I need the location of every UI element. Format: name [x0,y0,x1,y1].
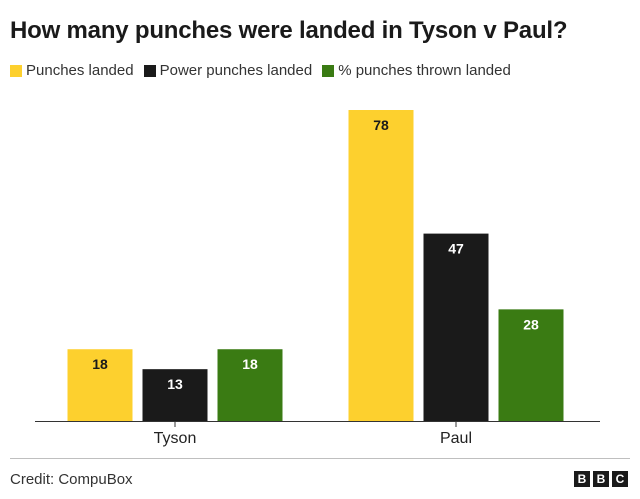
legend: Punches landed Power punches landed % pu… [10,62,521,79]
data-label-tyson-series-1: 18 [92,356,108,372]
bbc-logo: B B C [571,471,628,487]
data-label-paul-series-1: 78 [373,117,389,133]
data-label-paul-series-3: 28 [523,316,539,332]
legend-label-punches-landed: Punches landed [26,62,134,79]
legend-swatch-power-punches-landed [143,64,156,77]
bar-paul-series-2 [423,233,489,421]
legend-label-power-punches-landed: Power punches landed [159,62,313,79]
bbc-logo-block-3: C [612,471,628,487]
legend-item-percent-thrown-landed: % punches thrown landed [322,62,511,79]
bar-tyson-series-3 [217,349,283,421]
chart-title: How many punches were landed in Tyson v … [10,17,568,44]
legend-item-power-punches-landed: Power punches landed [143,62,313,79]
x-tick-label-paul: Paul [440,430,472,447]
bar-tyson-series-2 [142,369,208,421]
bbc-logo-block-2: B [593,471,609,487]
legend-swatch-percent-thrown-landed [322,64,335,77]
legend-item-punches-landed: Punches landed [10,62,134,79]
credit-text: Credit: CompuBox [10,471,133,488]
legend-swatch-punches-landed [10,64,22,77]
bar-paul-series-3 [498,309,564,421]
data-label-paul-series-2: 47 [448,241,464,257]
data-label-tyson-series-2: 13 [167,376,183,392]
bar-tyson-series-1 [67,349,133,421]
footer-divider [10,458,630,459]
bar-chart: 18 13 18 Tyson 78 47 28 Paul [35,110,600,447]
legend-label-percent-thrown-landed: % punches thrown landed [338,62,511,79]
data-label-tyson-series-3: 18 [242,356,258,372]
bbc-logo-block-1: B [574,471,590,487]
bar-paul-series-1 [348,110,414,421]
x-tick-label-tyson: Tyson [154,430,197,447]
